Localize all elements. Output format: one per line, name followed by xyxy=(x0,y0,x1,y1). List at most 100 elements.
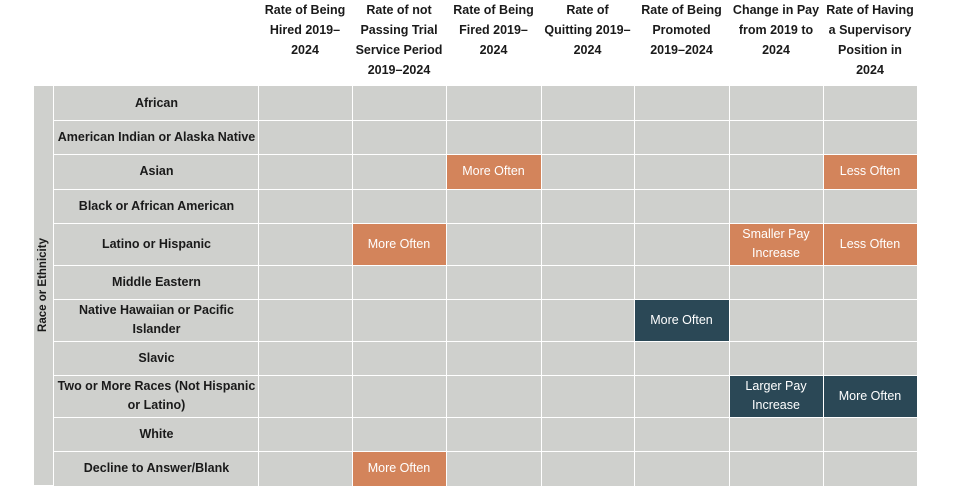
heatmap-cell xyxy=(729,451,823,486)
heatmap-cell xyxy=(634,223,729,265)
heatmap-cell xyxy=(258,417,352,451)
heatmap-cell xyxy=(823,189,917,223)
heatmap-cell xyxy=(729,189,823,223)
heatmap-cell xyxy=(352,265,446,299)
row-label-line: Black or African American xyxy=(78,198,235,213)
column-header-line: Rate of Being xyxy=(641,3,722,17)
heatmap-cell xyxy=(729,417,823,451)
heatmap-cell-favorable xyxy=(634,299,729,341)
row-label-cell xyxy=(54,86,258,120)
heatmap-cell-favorable xyxy=(729,375,823,417)
row-label-line: White xyxy=(139,426,174,441)
heatmap-cell xyxy=(352,120,446,154)
heatmap-cell xyxy=(258,451,352,486)
heatmap-cell xyxy=(729,341,823,375)
heatmap-cell-unfavorable xyxy=(729,223,823,265)
row-label-8: Slavic xyxy=(55,341,258,375)
column-header-line: a Supervisory xyxy=(828,23,912,37)
column-header-line: Change in Pay xyxy=(732,3,820,17)
row-label-10: White xyxy=(55,417,258,451)
heatmap-cell xyxy=(634,189,729,223)
row-label-line: African xyxy=(134,95,179,110)
heatmap-cell xyxy=(634,451,729,486)
heatmap-cell xyxy=(541,189,634,223)
row-label-line: Latino or Hispanic xyxy=(101,236,212,251)
row-label-line: Two or More Races (Not Hispanic xyxy=(57,379,256,393)
heatmap-cell xyxy=(729,86,823,120)
heatmap-cell-unfavorable xyxy=(823,154,917,189)
heatmap-cell xyxy=(823,341,917,375)
column-header-2: Rate of not Passing Trial Service Period 20… xyxy=(348,0,450,80)
column-header-line: Fired 2019– xyxy=(459,23,528,37)
heatmap-cell xyxy=(541,341,634,375)
heatmap-cell xyxy=(634,341,729,375)
row-label-9: Two or More Races (Not Hispanic or Latino… xyxy=(55,375,258,417)
heatmap-cell xyxy=(541,451,634,486)
row-label-3: Asian xyxy=(55,154,258,189)
heatmap-cell xyxy=(823,417,917,451)
heatmap-cell-unfavorable xyxy=(823,223,917,265)
heatmap-cell xyxy=(446,417,541,451)
row-label-cell xyxy=(54,299,258,341)
row-label-cell xyxy=(54,120,258,154)
column-header-line: Quitting 2019– xyxy=(544,23,631,37)
column-header-line: Passing Trial xyxy=(360,23,438,37)
heatmap-cell xyxy=(258,223,352,265)
row-label-5: Latino or Hispanic xyxy=(55,223,258,265)
heatmap-cell xyxy=(634,417,729,451)
row-label-cell xyxy=(54,341,258,375)
row-label-11: Decline to Answer/Blank xyxy=(55,451,258,486)
heatmap-cell xyxy=(541,299,634,341)
heatmap-cell xyxy=(258,189,352,223)
column-header-line: Rate of xyxy=(566,3,609,17)
heatmap-cell xyxy=(729,154,823,189)
column-header-3: Rate of Being Fired 2019– 2024 xyxy=(442,0,545,60)
heatmap-cell xyxy=(634,120,729,154)
heatmap-cell xyxy=(258,299,352,341)
row-label-4: Black or African American xyxy=(55,189,258,223)
row-axis-strip xyxy=(34,86,53,485)
heatmap-cell xyxy=(823,120,917,154)
column-header-line: 2019–2024 xyxy=(367,63,431,77)
row-label-6: Middle Eastern xyxy=(55,265,258,299)
heatmap-cell xyxy=(352,189,446,223)
heatmap-cell xyxy=(823,299,917,341)
heatmap-cell xyxy=(446,120,541,154)
heatmap-cell xyxy=(634,265,729,299)
heatmap-cell xyxy=(446,86,541,120)
heatmap-cell xyxy=(729,265,823,299)
row-label-line: or Latino) xyxy=(127,398,186,412)
heatmap-cell xyxy=(729,299,823,341)
column-header-6: Change in Pay from 2019 to 2024 xyxy=(725,0,827,60)
heatmap-cell xyxy=(729,120,823,154)
heatmap-cell xyxy=(823,86,917,120)
heatmap-cell xyxy=(634,86,729,120)
row-label-cell xyxy=(54,223,258,265)
heatmap-cell xyxy=(446,189,541,223)
heatmap-cell xyxy=(352,375,446,417)
column-header-line: Rate of Having xyxy=(826,3,914,17)
heatmap-cell xyxy=(258,341,352,375)
heatmap-cell xyxy=(823,451,917,486)
row-label-cell xyxy=(54,154,258,189)
row-label-line: Native Hawaiian or Pacific xyxy=(79,303,234,317)
column-header-4: Rate of Quitting 2019– 2024 xyxy=(537,0,638,60)
heatmap-cell xyxy=(541,86,634,120)
column-header-line: Rate of not xyxy=(366,3,432,17)
heatmap-cell xyxy=(541,120,634,154)
heatmap-cell xyxy=(823,265,917,299)
heatmap-cell-favorable xyxy=(823,375,917,417)
column-header-line: 2024 xyxy=(856,63,884,77)
column-header-7: Rate of Having a Supervisory Position in 20… xyxy=(819,0,921,80)
row-label-cell xyxy=(54,375,258,417)
column-header-line: Position in xyxy=(838,43,902,57)
heatmap-cell xyxy=(446,265,541,299)
heatmap-cell xyxy=(541,154,634,189)
row-label-line: Slavic xyxy=(138,350,175,365)
heatmap-cell xyxy=(541,375,634,417)
row-label-line: American Indian or Alaska Native xyxy=(57,129,256,144)
row-label-cell xyxy=(54,265,258,299)
heatmap-cell xyxy=(541,223,634,265)
heatmap-cell xyxy=(352,417,446,451)
